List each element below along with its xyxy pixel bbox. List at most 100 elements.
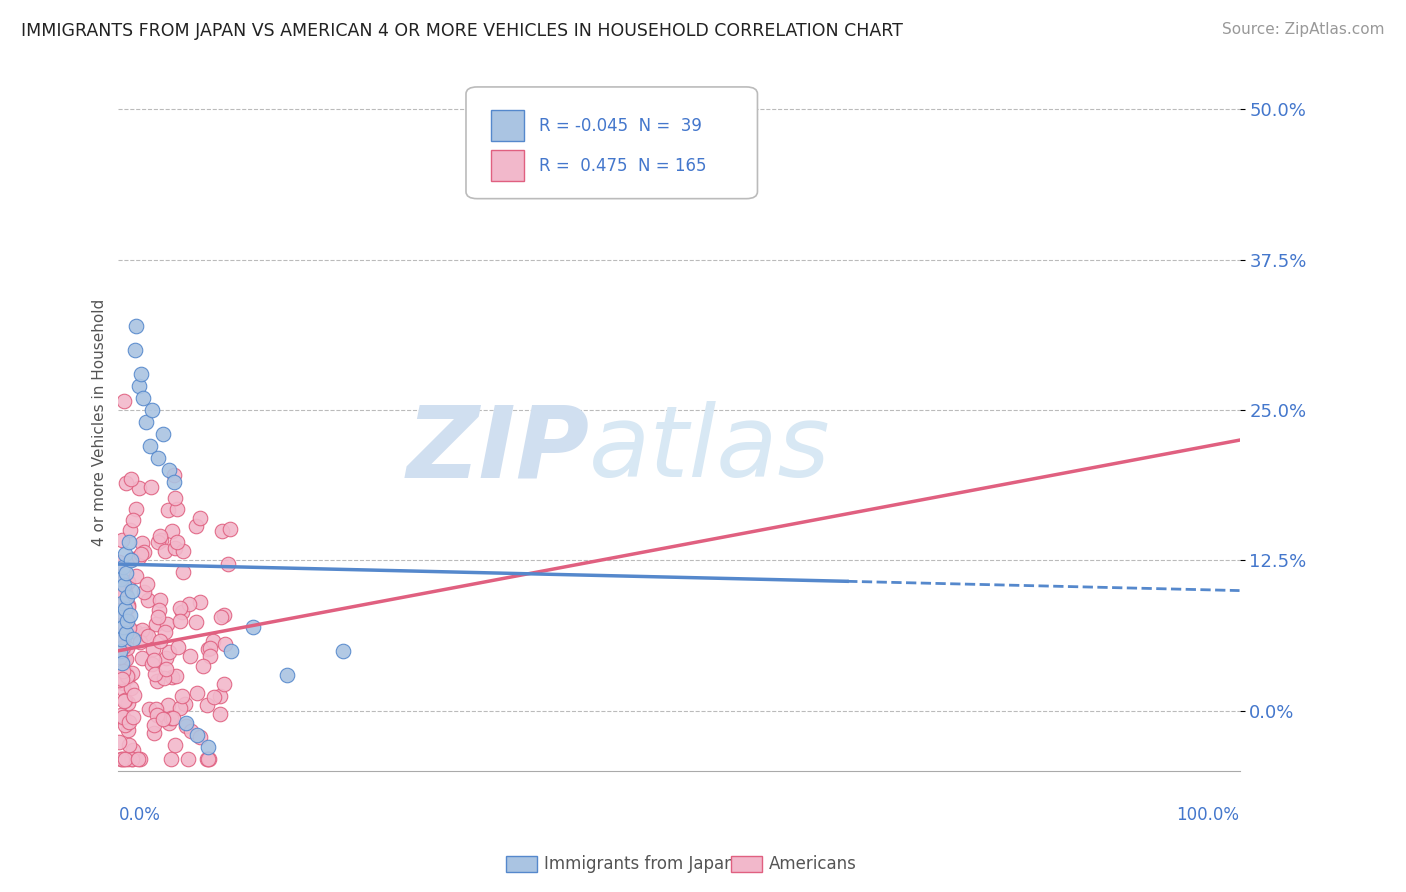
Point <box>115 566 138 580</box>
Point <box>117 574 139 589</box>
Point <box>108 580 131 594</box>
Point <box>146 534 169 549</box>
Bar <box>491 150 524 181</box>
Point <box>166 640 188 654</box>
Point <box>146 708 169 723</box>
Point <box>188 595 211 609</box>
Point <box>176 752 198 766</box>
Point <box>149 533 172 547</box>
Point <box>121 551 143 566</box>
Point <box>110 752 132 766</box>
Point <box>125 502 148 516</box>
Text: 100.0%: 100.0% <box>1177 806 1240 824</box>
Point <box>198 648 221 663</box>
Point <box>143 726 166 740</box>
Point <box>169 614 191 628</box>
Text: IMMIGRANTS FROM JAPAN VS AMERICAN 4 OR MORE VEHICLES IN HOUSEHOLD CORRELATION CH: IMMIGRANTS FROM JAPAN VS AMERICAN 4 OR M… <box>21 22 903 40</box>
Point <box>201 633 224 648</box>
Point <box>128 752 150 766</box>
Point <box>112 620 135 634</box>
Point <box>108 584 131 599</box>
Point <box>128 549 150 564</box>
Point <box>129 635 152 649</box>
Point <box>136 629 159 643</box>
Point <box>112 648 135 663</box>
Point <box>114 585 136 599</box>
Point <box>155 544 177 558</box>
Point <box>115 475 138 490</box>
Text: R =  0.475  N = 165: R = 0.475 N = 165 <box>538 157 706 175</box>
Point <box>195 752 218 766</box>
Point <box>332 644 354 658</box>
Point <box>170 690 193 704</box>
Point <box>108 673 131 688</box>
Point <box>112 617 135 632</box>
Point <box>118 739 141 753</box>
Point <box>112 632 135 646</box>
Point <box>108 603 131 617</box>
Point <box>110 572 132 586</box>
Point <box>127 752 149 766</box>
Point <box>134 585 156 599</box>
Point <box>156 698 179 712</box>
Point <box>159 752 181 766</box>
Point <box>110 635 132 649</box>
Point <box>110 594 132 608</box>
Point <box>142 718 165 732</box>
Point <box>110 752 132 766</box>
Point <box>157 715 180 730</box>
Point <box>217 557 239 571</box>
Point <box>108 735 131 749</box>
Point <box>163 475 186 490</box>
Point <box>166 501 188 516</box>
Point <box>112 752 135 766</box>
Point <box>212 677 235 691</box>
Point <box>111 533 134 547</box>
Point <box>134 626 156 640</box>
Point <box>276 668 298 682</box>
Point <box>122 632 145 646</box>
Point <box>108 625 131 640</box>
Point <box>108 607 131 622</box>
Point <box>169 701 191 715</box>
Point <box>165 668 187 682</box>
Point <box>108 644 131 658</box>
Point <box>170 605 193 619</box>
Bar <box>491 110 524 142</box>
Point <box>172 544 194 558</box>
Point <box>149 593 172 607</box>
Point <box>174 697 197 711</box>
Point <box>145 617 167 632</box>
Point <box>117 599 139 613</box>
Point <box>197 752 219 766</box>
Point <box>114 652 136 666</box>
Point <box>219 644 242 658</box>
Point <box>128 481 150 495</box>
Point <box>108 604 131 618</box>
Point <box>152 427 174 442</box>
Point <box>160 524 183 538</box>
Point <box>174 719 197 733</box>
Point <box>111 656 134 670</box>
Point <box>114 588 136 602</box>
Point <box>136 577 159 591</box>
Text: 0.0%: 0.0% <box>118 806 160 824</box>
Point <box>157 463 180 477</box>
Point <box>121 752 143 766</box>
Text: ZIP: ZIP <box>406 401 589 499</box>
Point <box>152 712 174 726</box>
Point <box>114 625 136 640</box>
Point <box>197 740 219 755</box>
Point <box>112 694 135 708</box>
Point <box>145 673 167 688</box>
Point <box>141 657 163 672</box>
Point <box>115 613 138 627</box>
Point <box>112 675 135 690</box>
Point <box>131 623 153 637</box>
Point <box>115 669 138 683</box>
Point <box>120 472 142 486</box>
Point <box>155 650 177 665</box>
Point <box>152 671 174 685</box>
Text: R = -0.045  N =  39: R = -0.045 N = 39 <box>538 117 702 135</box>
Point <box>166 534 188 549</box>
